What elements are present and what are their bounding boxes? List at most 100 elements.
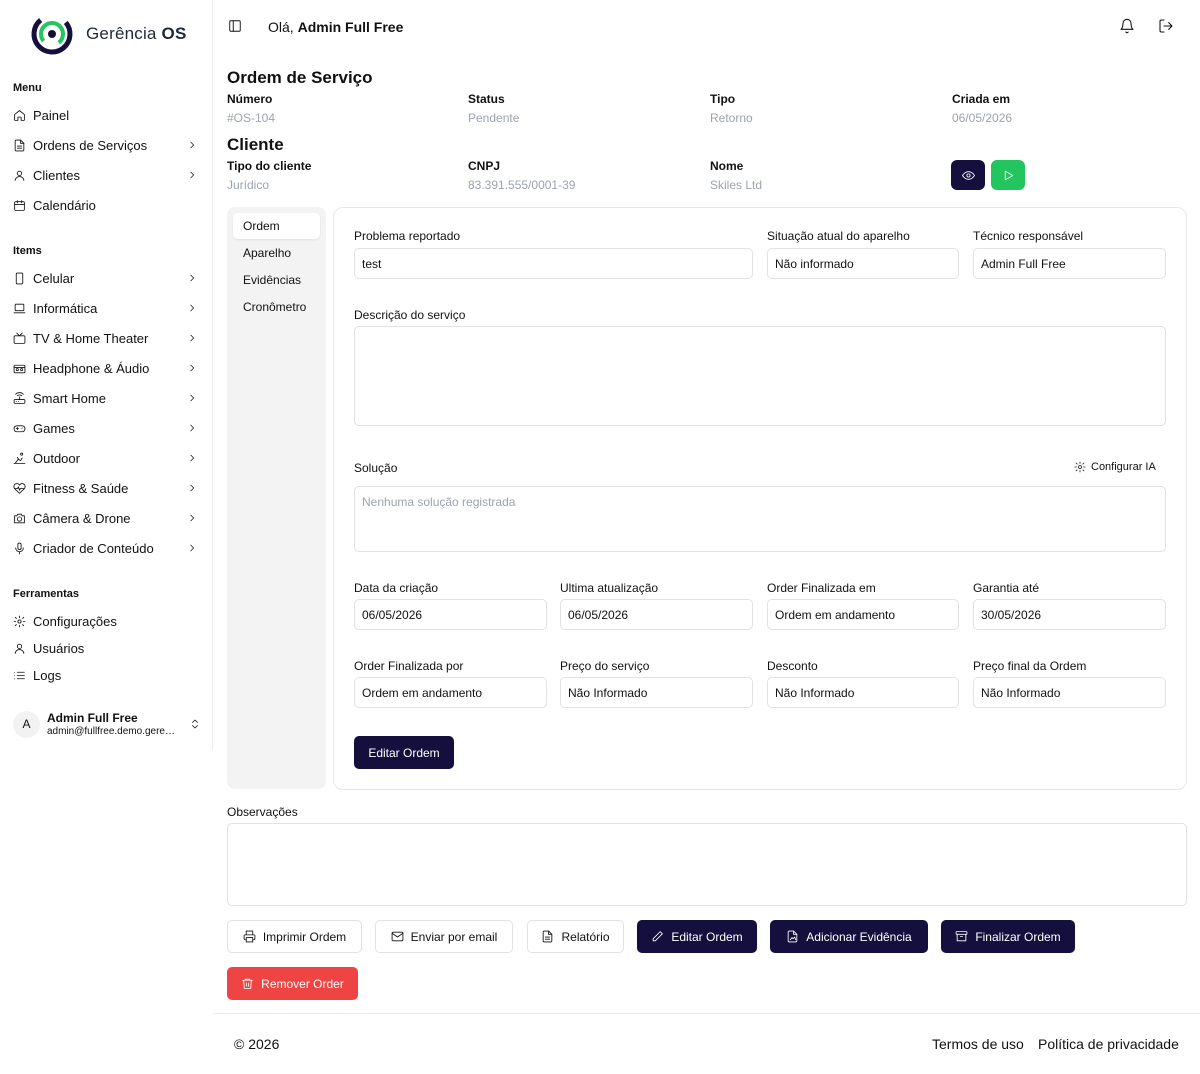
sidebar-item-label: TV & Home Theater bbox=[33, 330, 149, 346]
user-email: admin@fullfree.demo.gerenciaos.com bbox=[47, 726, 179, 737]
print-order-label: Imprimir Ordem bbox=[262, 929, 347, 944]
remove-order-label: Remover Order bbox=[261, 976, 344, 991]
description-label: Descrição do serviço bbox=[354, 308, 466, 322]
archive-icon bbox=[955, 931, 968, 942]
view-client-button[interactable] bbox=[951, 160, 985, 190]
start-timer-button[interactable] bbox=[991, 160, 1025, 190]
sidebar-item-calendario[interactable]: Calendário bbox=[13, 194, 201, 216]
edit-order-button-form[interactable]: Editar Ordem bbox=[354, 736, 454, 769]
user-icon bbox=[14, 170, 25, 181]
sidebar-item-painel[interactable]: Painel bbox=[13, 104, 201, 126]
sidebar-item-games[interactable]: Games bbox=[13, 417, 201, 439]
chevron-right-icon bbox=[190, 544, 195, 552]
sidebar-item-camera[interactable]: Câmera & Drone bbox=[13, 507, 201, 529]
final-price-label: Preço final da Ordem bbox=[973, 659, 1087, 673]
tab-aparelho[interactable]: Aparelho bbox=[243, 246, 292, 260]
play-icon bbox=[1004, 170, 1013, 180]
sidebar-item-label: Logs bbox=[33, 667, 62, 683]
chevron-right-icon bbox=[190, 334, 195, 342]
sidebar-item-criador[interactable]: Criador de Conteúdo bbox=[13, 537, 201, 559]
notes-textarea[interactable] bbox=[227, 823, 1187, 906]
sidebar-item-ordens[interactable]: Ordens de Serviços bbox=[13, 134, 201, 156]
notes-label: Observações bbox=[227, 805, 298, 819]
send-email-button[interactable]: Enviar por email bbox=[375, 920, 513, 953]
order-type-value: Retorno bbox=[710, 111, 753, 125]
sidebar-item-outdoor[interactable]: Outdoor bbox=[13, 447, 201, 469]
sidebar-item-label: Criador de Conteúdo bbox=[33, 540, 154, 556]
chevrons-up-down-icon bbox=[192, 719, 198, 729]
technician-input[interactable]: Admin Full Free bbox=[973, 248, 1166, 279]
sidebar-item-celular[interactable]: Celular bbox=[13, 267, 201, 289]
description-textarea[interactable] bbox=[354, 326, 1166, 426]
user-menu[interactable]: A Admin Full Free admin@fullfree.demo.ge… bbox=[13, 708, 203, 740]
sidebar-item-logs[interactable]: Logs bbox=[13, 664, 201, 686]
updated-input[interactable]: 06/05/2026 bbox=[560, 599, 753, 630]
chevron-right-icon bbox=[190, 274, 195, 282]
device-state-input[interactable]: Não informado bbox=[767, 248, 959, 279]
logout-icon[interactable] bbox=[1158, 18, 1174, 34]
calendar-icon bbox=[14, 199, 25, 211]
finish-order-button[interactable]: Finalizar Ordem bbox=[941, 920, 1075, 953]
chevron-right-icon bbox=[190, 171, 195, 179]
finished-at-input[interactable]: Ordem em andamento bbox=[767, 599, 959, 630]
file-image-icon bbox=[788, 930, 798, 943]
order-number-label: Número bbox=[227, 92, 273, 106]
printer-icon bbox=[243, 930, 256, 943]
order-created-value: 06/05/2026 bbox=[952, 111, 1013, 125]
sidebar-item-label: Fitness & Saúde bbox=[33, 480, 129, 496]
sidebar-item-clientes[interactable]: Clientes bbox=[13, 164, 201, 186]
bell-icon[interactable] bbox=[1119, 18, 1135, 34]
solution-textarea[interactable]: Nenhuma solução registrada bbox=[354, 486, 1166, 552]
technician-label: Técnico responsável bbox=[973, 229, 1084, 243]
add-evidence-label: Adicionar Evidência bbox=[806, 929, 912, 944]
gear-icon bbox=[13, 615, 26, 627]
sidebar-item-smarthome[interactable]: Smart Home bbox=[13, 387, 201, 409]
add-evidence-button[interactable]: Adicionar Evidência bbox=[770, 920, 928, 953]
problem-input[interactable]: test bbox=[354, 248, 753, 279]
tab-evidencias[interactable]: Evidências bbox=[243, 273, 302, 287]
client-type-value: Jurídico bbox=[227, 178, 270, 192]
edit-order-button[interactable]: Editar Ordem bbox=[637, 920, 757, 953]
microphone-icon bbox=[15, 542, 24, 554]
user-name: Admin Full Free bbox=[47, 711, 138, 725]
print-order-button[interactable]: Imprimir Ordem bbox=[227, 920, 362, 953]
tabs-panel: Ordem Aparelho Evidências Cronômetro bbox=[227, 207, 326, 789]
configure-ai-label: Configurar IA bbox=[1091, 461, 1156, 473]
sidebar-item-label: Games bbox=[33, 420, 75, 436]
configure-ai-button[interactable]: Configurar IA bbox=[1074, 461, 1156, 473]
privacy-link[interactable]: Política de privacidade bbox=[1038, 1036, 1179, 1052]
report-button[interactable]: Relatório bbox=[527, 920, 624, 953]
tab-cronometro[interactable]: Cronômetro bbox=[243, 300, 307, 314]
final-price-input[interactable]: Não Informado bbox=[973, 677, 1166, 708]
client-type-label: Tipo do cliente bbox=[227, 159, 312, 173]
client-name-value: Skiles Ltd bbox=[710, 178, 763, 192]
sidebar-item-headphone[interactable]: Headphone & Áudio bbox=[13, 357, 201, 379]
home-icon bbox=[14, 109, 25, 121]
sidebar-item-fitness[interactable]: Fitness & Saúde bbox=[13, 477, 201, 499]
laptop-icon bbox=[13, 303, 26, 313]
sidebar-item-configuracoes[interactable]: Configurações bbox=[13, 610, 201, 632]
sidebar: Gerência OS Menu Painel Ordens de Serviç… bbox=[0, 0, 213, 750]
discount-input[interactable]: Não Informado bbox=[767, 677, 959, 708]
warranty-input[interactable]: 30/05/2026 bbox=[973, 599, 1166, 630]
report-label: Relatório bbox=[561, 929, 610, 944]
chevron-right-icon bbox=[190, 454, 195, 462]
order-number-value: #OS-104 bbox=[227, 111, 276, 125]
brand-logo[interactable]: Gerência OS bbox=[30, 12, 187, 56]
sidebar-item-informatica[interactable]: Informática bbox=[13, 297, 201, 319]
terms-link[interactable]: Termos de uso bbox=[932, 1036, 1024, 1052]
file-text-icon bbox=[543, 930, 553, 943]
client-cnpj-label: CNPJ bbox=[468, 159, 501, 173]
tab-ordem[interactable]: Ordem bbox=[233, 213, 320, 239]
service-price-input[interactable]: Não Informado bbox=[560, 677, 753, 708]
chevron-right-icon bbox=[190, 514, 195, 522]
sidebar-toggle-icon[interactable] bbox=[228, 19, 242, 33]
gerencia-logo-icon bbox=[31, 13, 73, 55]
finished-by-input[interactable]: Ordem em andamento bbox=[354, 677, 547, 708]
created-input[interactable]: 06/05/2026 bbox=[354, 599, 547, 630]
remove-order-button[interactable]: Remover Order bbox=[227, 967, 358, 1000]
created-label: Data da criação bbox=[354, 581, 439, 595]
sidebar-item-usuarios[interactable]: Usuários bbox=[13, 637, 201, 659]
sidebar-item-tv[interactable]: TV & Home Theater bbox=[13, 327, 201, 349]
trash-icon bbox=[242, 978, 253, 989]
